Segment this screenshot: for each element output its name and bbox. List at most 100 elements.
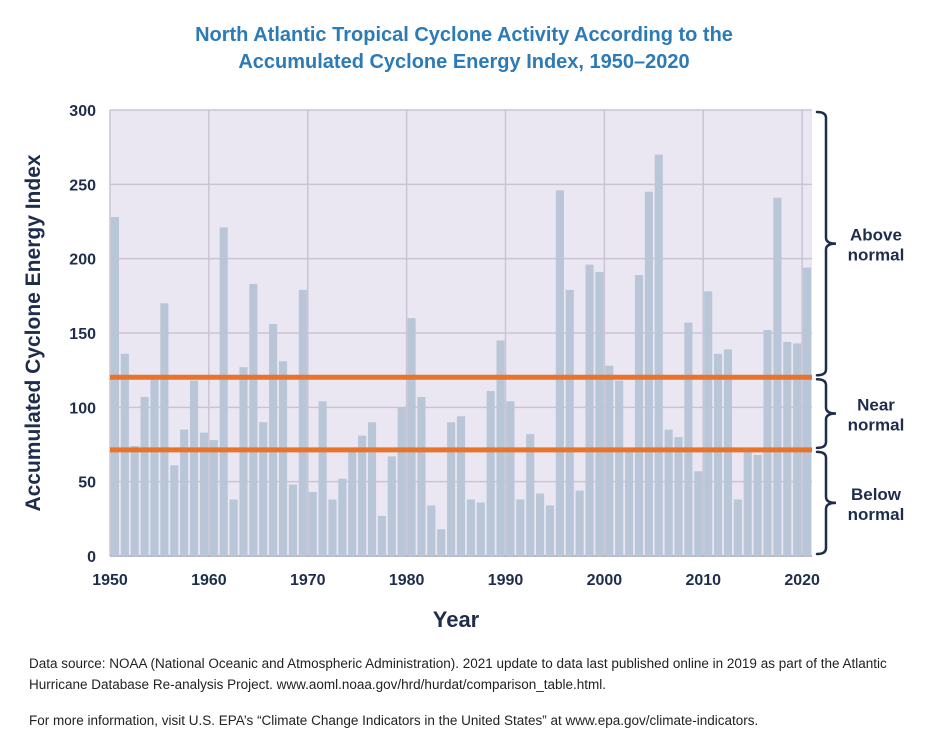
y-tick-label: 50 <box>78 475 96 492</box>
bar-1990 <box>506 401 515 556</box>
bar-1981 <box>417 396 426 556</box>
bar-1971 <box>318 401 327 556</box>
y-tick-label: 100 <box>69 400 96 417</box>
chart-title: North Atlantic Tropical Cyclone Activity… <box>0 22 928 76</box>
bar-1963 <box>239 367 248 556</box>
bar-1998 <box>585 264 594 556</box>
bracket-2 <box>815 377 837 450</box>
bar-2020 <box>803 267 812 556</box>
bar-1996 <box>565 289 574 556</box>
x-tick-labels: 1950 1960 1970 1980 1990 2000 2010 2020 <box>92 572 820 589</box>
x-tick-label: 1990 <box>488 572 524 589</box>
bar-1957 <box>180 429 189 556</box>
bar-1952 <box>130 445 139 556</box>
bar-1956 <box>170 465 179 556</box>
bracket-1 <box>815 110 837 377</box>
bar-2010 <box>704 291 713 556</box>
bar-1953 <box>140 396 149 556</box>
bar-1982 <box>427 505 436 556</box>
bar-1950 <box>110 217 119 557</box>
bar-1974 <box>348 448 357 556</box>
bar-2001 <box>615 380 624 556</box>
bar-1961 <box>219 227 228 557</box>
bar-2008 <box>684 322 693 556</box>
y-tick-label: 150 <box>69 326 96 343</box>
bar-1985 <box>456 416 466 556</box>
bar-1962 <box>229 499 238 556</box>
bar-1986 <box>466 499 475 556</box>
bracket-label: Below <box>851 485 902 504</box>
x-tick-label: 1960 <box>191 572 227 589</box>
bar-1966 <box>269 324 278 556</box>
chart-title-line-1: North Atlantic Tropical Cyclone Activity… <box>195 24 733 46</box>
bracket-label: Near <box>857 396 895 415</box>
bar-1976 <box>367 422 377 556</box>
reference-lines <box>110 374 812 453</box>
y-axis-label: Accumulated Cyclone Energy Index <box>22 154 45 511</box>
x-tick-label: 1970 <box>290 572 326 589</box>
bar-1975 <box>358 435 367 556</box>
y-tick-labels: 0 50 100 150 200 250 300 <box>69 103 96 566</box>
ace-bar-chart: 0 50 100 150 200 250 300 1950 1960 1970 1980 1990 2… <box>22 103 905 632</box>
bracket-label: Above <box>850 226 902 245</box>
bracket-label: normal <box>848 505 905 524</box>
bars <box>110 154 812 557</box>
x-tick-label: 1950 <box>92 572 128 589</box>
bar-1994 <box>545 505 555 556</box>
bar-1972 <box>328 499 337 556</box>
bar-2014 <box>743 448 752 556</box>
bar-2013 <box>733 499 742 556</box>
bar-1970 <box>308 492 317 556</box>
bar-1991 <box>516 499 525 556</box>
bar-2007 <box>674 437 683 556</box>
bar-1965 <box>259 422 268 556</box>
y-tick-label: 300 <box>69 103 96 120</box>
bar-1960 <box>209 440 218 556</box>
bar-2004 <box>644 191 653 556</box>
bar-1959 <box>199 432 208 556</box>
bar-1955 <box>160 303 169 556</box>
bar-1997 <box>575 490 584 556</box>
footer-data-source: Data source: NOAA (National Oceanic and … <box>29 656 887 692</box>
bracket-label: normal <box>848 246 905 265</box>
bracket-3 <box>815 450 837 556</box>
bar-2011 <box>714 353 723 556</box>
bar-2005 <box>654 154 663 556</box>
y-tick-label: 250 <box>69 177 96 194</box>
bar-1968 <box>288 484 297 556</box>
grid-lines <box>109 109 812 557</box>
x-tick-label: 2010 <box>685 572 721 589</box>
bar-1988 <box>486 390 495 556</box>
bar-2009 <box>694 471 703 556</box>
bar-1987 <box>476 502 485 556</box>
chart-title-line-2: Accumulated Cyclone Energy Index, 1950–2… <box>238 51 690 73</box>
bar-1951 <box>120 353 129 556</box>
bar-1980 <box>407 318 416 556</box>
footer-more-info: For more information, visit U.S. EPA’s “… <box>29 713 759 728</box>
bar-1967 <box>278 361 288 556</box>
bar-2003 <box>634 275 644 556</box>
bar-1983 <box>437 529 446 556</box>
bar-2016 <box>763 330 772 556</box>
bar-1969 <box>298 289 307 556</box>
x-tick-label: 2020 <box>784 572 820 589</box>
bar-1977 <box>377 515 386 556</box>
bar-1954 <box>150 377 159 556</box>
bar-2006 <box>664 429 673 556</box>
bar-2000 <box>605 365 614 556</box>
bracket-label: normal <box>848 416 905 435</box>
x-axis-label: Year <box>433 607 480 632</box>
bar-1964 <box>249 283 258 556</box>
y-tick-label: 0 <box>87 549 96 566</box>
bar-1999 <box>595 272 604 556</box>
bar-1973 <box>338 478 347 556</box>
bar-2015 <box>753 454 762 556</box>
bar-1978 <box>387 456 396 556</box>
bar-1992 <box>526 434 535 556</box>
bar-1958 <box>189 380 199 556</box>
bar-2002 <box>625 448 634 556</box>
x-tick-label: 2000 <box>587 572 623 589</box>
bar-1979 <box>397 407 406 556</box>
bar-1984 <box>447 422 456 556</box>
